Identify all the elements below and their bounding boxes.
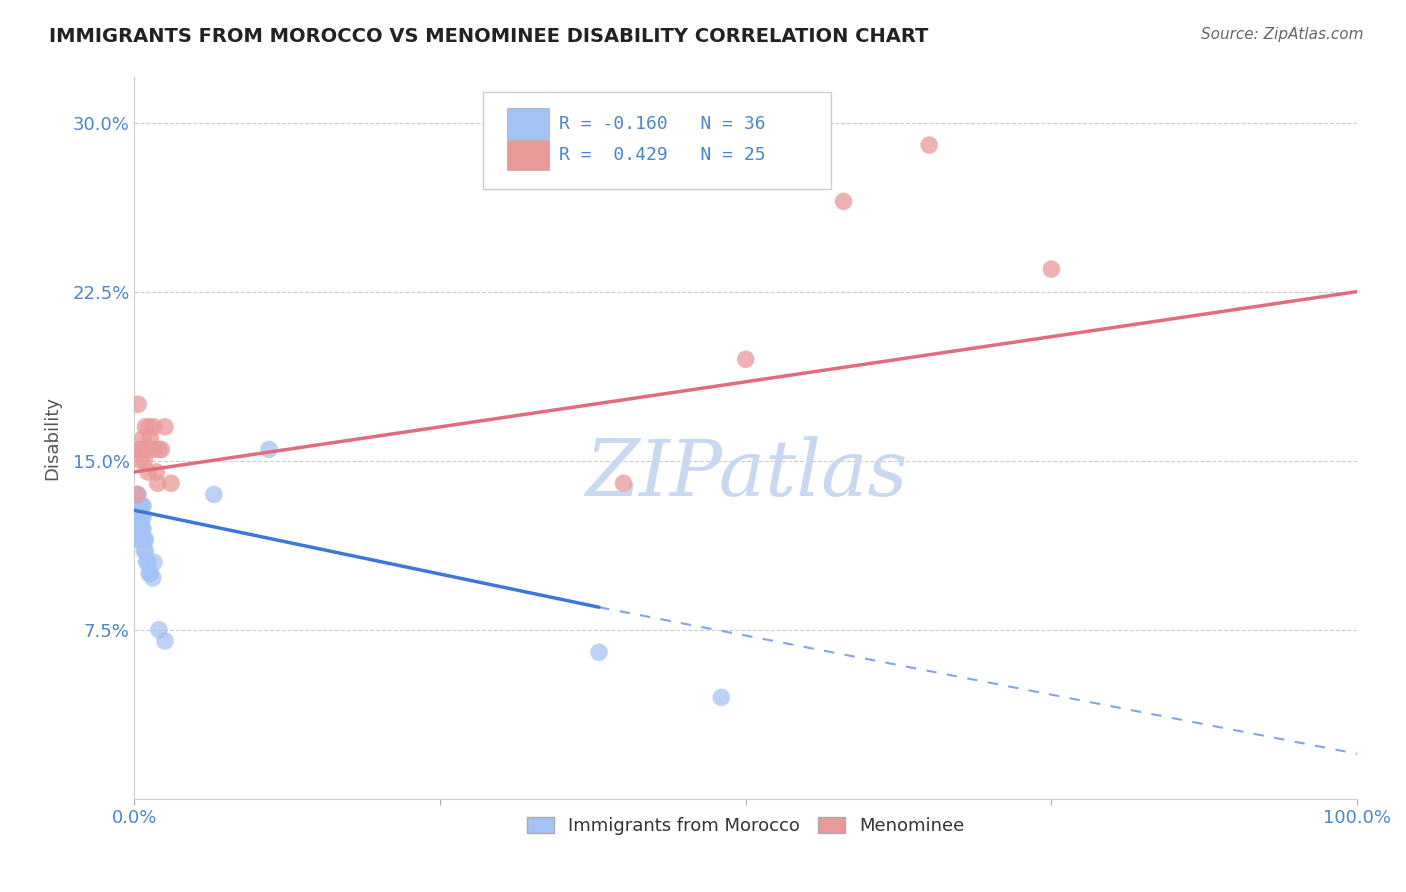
Point	[136, 465, 159, 479]
Point	[148, 623, 170, 637]
Point	[131, 442, 153, 457]
Point	[202, 487, 225, 501]
Text: R =  0.429   N = 25: R = 0.429 N = 25	[558, 146, 765, 164]
Point	[128, 510, 150, 524]
Point	[136, 555, 159, 569]
Point	[153, 420, 176, 434]
Point	[142, 442, 165, 457]
Point	[128, 521, 150, 535]
Point	[138, 566, 160, 581]
Point	[612, 476, 634, 491]
FancyBboxPatch shape	[508, 140, 548, 170]
Point	[127, 487, 149, 501]
Point	[160, 476, 183, 491]
Point	[150, 442, 173, 457]
Point	[134, 544, 156, 558]
Point	[125, 533, 148, 547]
Point	[127, 397, 149, 411]
Point	[588, 645, 610, 659]
Point	[129, 533, 152, 547]
Point	[257, 442, 280, 457]
Point	[1040, 262, 1063, 277]
Point	[134, 420, 156, 434]
Point	[128, 499, 150, 513]
Point	[125, 487, 148, 501]
Point	[129, 510, 152, 524]
Point	[131, 521, 153, 535]
Point	[131, 510, 153, 524]
Point	[135, 442, 157, 457]
Point	[134, 533, 156, 547]
Point	[127, 510, 149, 524]
Point	[145, 465, 167, 479]
Point	[132, 533, 155, 547]
Point	[153, 634, 176, 648]
Point	[132, 431, 155, 445]
Point	[125, 510, 148, 524]
Point	[131, 533, 153, 547]
Point	[148, 442, 170, 457]
Point	[129, 521, 152, 535]
Text: R = -0.160   N = 36: R = -0.160 N = 36	[558, 114, 765, 133]
Point	[132, 521, 155, 535]
Point	[918, 138, 941, 153]
Text: ZIPatlas: ZIPatlas	[585, 436, 907, 512]
Point	[143, 420, 166, 434]
FancyBboxPatch shape	[482, 92, 831, 189]
Point	[138, 420, 160, 434]
FancyBboxPatch shape	[508, 109, 548, 139]
Point	[125, 487, 148, 501]
Point	[139, 431, 162, 445]
Point	[135, 555, 157, 569]
Point	[129, 499, 152, 513]
Point	[132, 499, 155, 513]
Point	[734, 352, 756, 367]
Point	[139, 566, 162, 581]
Point	[143, 555, 166, 569]
Point	[710, 690, 733, 705]
Y-axis label: Disability: Disability	[44, 396, 60, 480]
Point	[131, 499, 153, 513]
Point	[128, 442, 150, 457]
Legend: Immigrants from Morocco, Menominee: Immigrants from Morocco, Menominee	[517, 807, 974, 844]
Point	[132, 510, 155, 524]
Point	[142, 571, 165, 585]
Point	[134, 453, 156, 467]
Point	[134, 533, 156, 547]
Text: Source: ZipAtlas.com: Source: ZipAtlas.com	[1201, 27, 1364, 42]
Point	[832, 194, 855, 209]
Text: IMMIGRANTS FROM MOROCCO VS MENOMINEE DISABILITY CORRELATION CHART: IMMIGRANTS FROM MOROCCO VS MENOMINEE DIS…	[49, 27, 928, 45]
Point	[129, 453, 152, 467]
Point	[134, 544, 156, 558]
Point	[146, 476, 169, 491]
